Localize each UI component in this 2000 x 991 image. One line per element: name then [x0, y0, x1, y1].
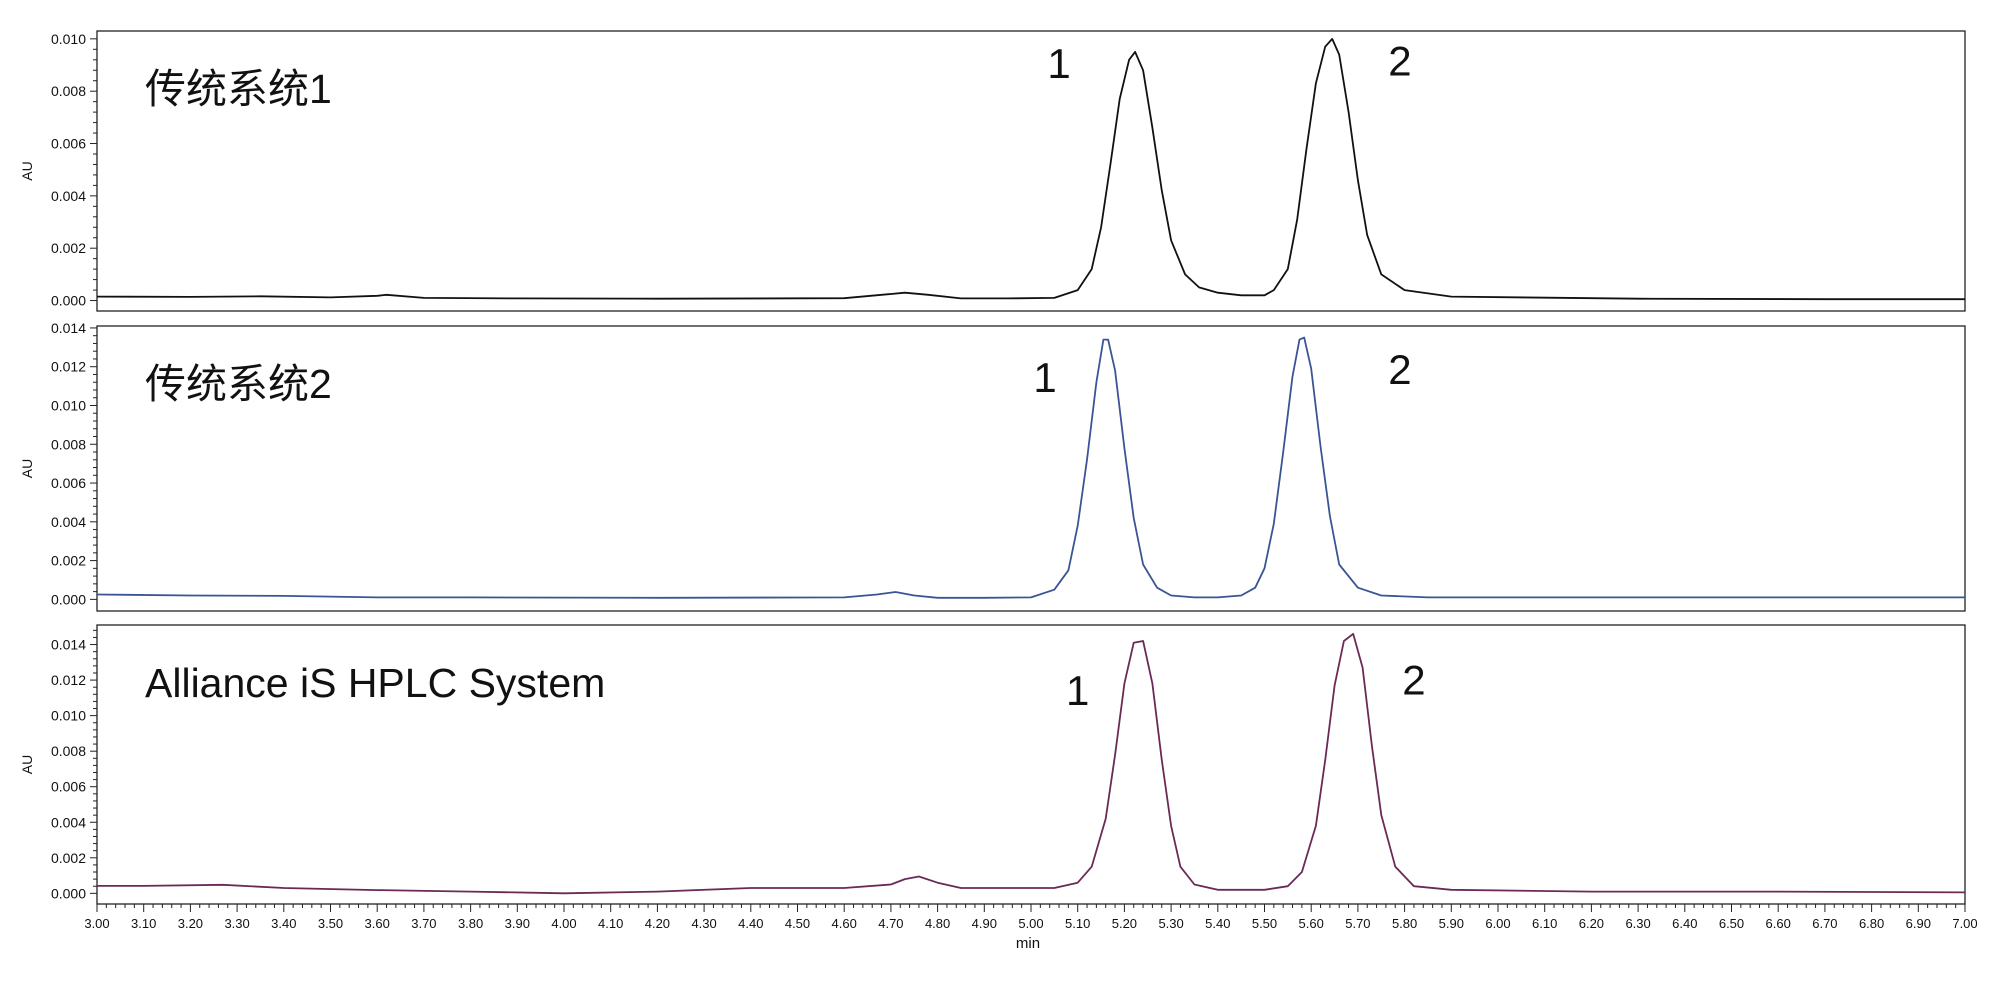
y-tick-label: 0.004	[51, 188, 86, 204]
x-tick-label: 4.60	[832, 916, 857, 931]
x-tick-label: 6.30	[1625, 916, 1650, 931]
y-tick-label: 0.010	[51, 31, 86, 47]
y-tick-label: 0.010	[51, 397, 86, 413]
x-tick-label: 5.40	[1205, 916, 1230, 931]
x-tick-label: 4.70	[878, 916, 903, 931]
panel-title: 传统系统1	[145, 66, 332, 112]
y-tick-label: 0.008	[51, 743, 86, 759]
series-line	[97, 633, 1966, 895]
x-tick-label: 6.40	[1672, 916, 1697, 931]
x-tick-label: 5.00	[1018, 916, 1043, 931]
y-tick-label: 0.004	[51, 814, 86, 830]
x-axis-label: min	[1016, 935, 1040, 952]
x-tick-label: 4.00	[551, 916, 576, 931]
y-tick-label: 0.002	[51, 553, 86, 569]
y-tick-label: 0.010	[51, 708, 86, 724]
x-tick-label: 4.40	[738, 916, 763, 931]
x-tick-label: 3.80	[458, 916, 483, 931]
x-tick-label: 6.80	[1859, 916, 1884, 931]
y-tick-label: 0.008	[51, 436, 86, 452]
chart-panel-3: 0.000 0.002 0.004 0.006 0.008 0.010 0.012 0.014…	[19, 624, 1978, 952]
y-tick-label: 0.002	[51, 240, 86, 256]
y-tick-label: 0.006	[51, 475, 86, 491]
x-tick-label: 6.60	[1766, 916, 1791, 931]
y-tick-label: 0.000	[51, 293, 86, 309]
peak-label-2: 2	[1388, 37, 1411, 84]
y-axis-label: AU	[19, 755, 35, 774]
y-tick-label: 0.000	[51, 591, 86, 607]
series-line	[96, 336, 1965, 599]
x-tick-label: 5.70	[1345, 916, 1370, 931]
y-tick-label: 0.014	[51, 637, 86, 653]
y-tick-label: 0.002	[51, 850, 86, 866]
x-tick-label: 6.20	[1579, 916, 1604, 931]
chart-panel-2: 0.000 0.002 0.004 0.006 0.008 0.010 0.012 0.014…	[19, 320, 1966, 612]
peak-label-1: 1	[1066, 667, 1089, 714]
x-tick-label: 6.50	[1719, 916, 1744, 931]
x-tick-label: 3.00	[84, 916, 109, 931]
x-tick-label: 5.90	[1439, 916, 1464, 931]
x-tick-label: 5.60	[1299, 916, 1324, 931]
series-line	[96, 38, 1965, 301]
x-tick-label: 6.70	[1812, 916, 1837, 931]
y-tick-label: 0.006	[51, 779, 86, 795]
x-tick-label: 5.80	[1392, 916, 1417, 931]
x-tick-label: 5.10	[1065, 916, 1090, 931]
x-tick-label: 4.50	[785, 916, 810, 931]
x-tick-label: 4.90	[972, 916, 997, 931]
x-tick-label: 3.40	[271, 916, 296, 931]
x-tick-label: 3.90	[505, 916, 530, 931]
x-tick-label: 6.90	[1906, 916, 1931, 931]
y-tick-label: 0.008	[51, 83, 86, 99]
x-tick-label: 4.30	[691, 916, 716, 931]
plot-frame	[96, 325, 1966, 612]
x-tick-label: 6.10	[1532, 916, 1557, 931]
y-axis-label: AU	[19, 459, 35, 478]
peak-label-1: 1	[1033, 354, 1056, 401]
x-tick-label: 5.20	[1112, 916, 1137, 931]
x-tick-label: 4.10	[598, 916, 623, 931]
x-tick-label: 7.00	[1952, 916, 1977, 931]
x-tick-label: 4.20	[645, 916, 670, 931]
peak-label-2: 2	[1388, 346, 1411, 393]
x-tick-label: 3.30	[224, 916, 249, 931]
y-axis-label: AU	[19, 161, 35, 180]
y-tick-label: 0.012	[51, 359, 86, 375]
x-tick-label: 3.50	[318, 916, 343, 931]
plot-frame	[96, 30, 1966, 312]
x-tick-label: 6.00	[1485, 916, 1510, 931]
chart-panel-1: 0.000 0.002 0.004 0.006 0.008 0.010 AU 传统系统1 1 2	[19, 30, 1966, 312]
x-tick-label: 3.10	[131, 916, 156, 931]
x-tick-label: 4.80	[925, 916, 950, 931]
x-tick-label: 3.60	[365, 916, 390, 931]
y-tick-label: 0.000	[51, 885, 86, 901]
panel-title: 传统系统2	[145, 361, 332, 407]
x-tick-label: 5.50	[1252, 916, 1277, 931]
x-tick-label: 3.20	[178, 916, 203, 931]
y-tick-label: 0.014	[51, 320, 86, 336]
y-tick-label: 0.012	[51, 672, 86, 688]
x-tick-label: 5.30	[1158, 916, 1183, 931]
panel-title: Alliance iS HPLC System	[145, 660, 605, 706]
peak-label-1: 1	[1047, 40, 1070, 87]
y-tick-label: 0.006	[51, 136, 86, 152]
x-tick-label: 3.70	[411, 916, 436, 931]
peak-label-2: 2	[1402, 656, 1425, 703]
y-tick-label: 0.004	[51, 514, 86, 530]
